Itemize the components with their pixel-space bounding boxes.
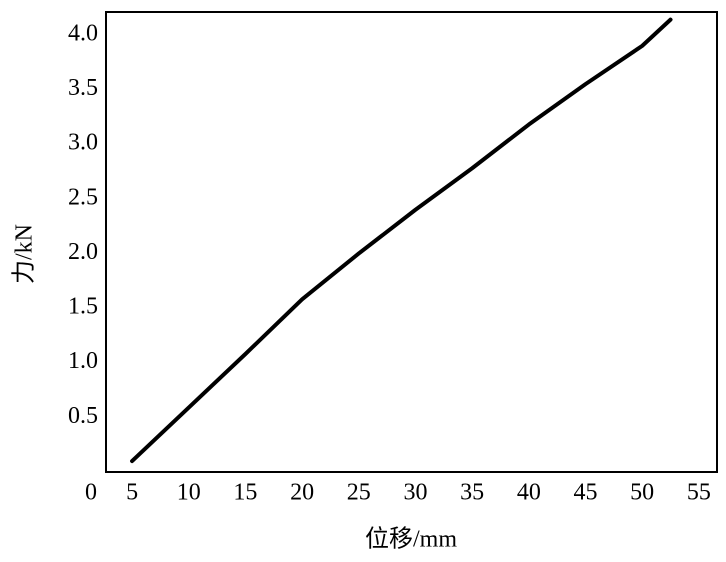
x-tick-label: 55 xyxy=(687,480,711,506)
x-tick-label: 15 xyxy=(233,480,257,506)
x-tick-label: 40 xyxy=(517,480,541,506)
x-tick-label: 50 xyxy=(630,480,654,506)
y-tick-label: 3.0 xyxy=(68,130,98,156)
data-line xyxy=(130,17,673,464)
x-tick-label: 0 xyxy=(85,480,97,506)
x-tick-label: 10 xyxy=(177,480,201,506)
y-tick-label: 1.0 xyxy=(68,348,98,374)
x-tick-label: 25 xyxy=(347,480,371,506)
y-tick-label: 2.5 xyxy=(68,184,98,210)
x-axis-label: 位移/mm xyxy=(365,526,457,553)
x-tick-label: 35 xyxy=(460,480,484,506)
x-tick-label: 20 xyxy=(290,480,314,506)
y-tick-label: 0.5 xyxy=(68,403,98,429)
y-tick-label: 3.5 xyxy=(68,75,98,101)
plot-frame xyxy=(105,11,718,473)
x-tick-label: 5 xyxy=(126,480,138,506)
y-tick-label: 2.0 xyxy=(68,239,98,265)
x-tick-label: 45 xyxy=(574,480,598,506)
y-axis-label: 力/kN xyxy=(11,224,38,284)
y-tick-label: 1.5 xyxy=(68,294,98,320)
y-tick-label: 4.0 xyxy=(68,20,98,46)
x-tick-label: 30 xyxy=(403,480,427,506)
